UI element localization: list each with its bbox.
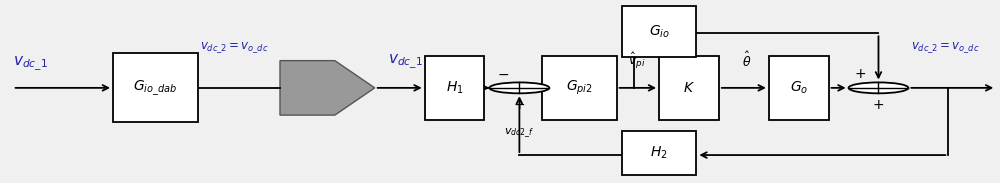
Text: $G_{io}$: $G_{io}$ (649, 23, 670, 40)
Circle shape (849, 82, 908, 93)
Bar (425, 56, 484, 120)
Bar (622, 6, 696, 57)
Text: $K$: $K$ (683, 81, 695, 95)
Bar (542, 56, 617, 120)
Text: $+$: $+$ (872, 98, 885, 112)
Text: $v_{dc2\_f}$: $v_{dc2\_f}$ (504, 127, 535, 140)
Text: $\boldsymbol{v_{dc\_1}}$: $\boldsymbol{v_{dc\_1}}$ (13, 55, 47, 73)
Bar (113, 53, 198, 122)
Text: $v_{dc\_2}=v_{o\_dc}$: $v_{dc\_2}=v_{o\_dc}$ (200, 41, 269, 55)
Text: $G_{io\_dab}$: $G_{io\_dab}$ (133, 78, 177, 98)
Text: $-$: $-$ (497, 67, 510, 81)
Text: $v_{dc\_2}=v_{o\_dc}$: $v_{dc\_2}=v_{o\_dc}$ (911, 41, 980, 55)
Circle shape (489, 82, 549, 93)
FancyArrow shape (280, 61, 375, 115)
Text: $\hat{v}_{pi}$: $\hat{v}_{pi}$ (628, 51, 646, 71)
Text: $\hat{\theta}$: $\hat{\theta}$ (742, 51, 752, 70)
Text: $+$: $+$ (854, 67, 867, 81)
Bar (659, 56, 719, 120)
Text: $G_{pi2}$: $G_{pi2}$ (566, 79, 593, 97)
Text: $G_o$: $G_o$ (790, 80, 808, 96)
Text: $H_2$: $H_2$ (650, 145, 668, 161)
Bar (622, 131, 696, 175)
Text: $H_1$: $H_1$ (446, 80, 463, 96)
Bar (769, 56, 829, 120)
Text: $+$: $+$ (513, 98, 525, 112)
Text: $\boldsymbol{v_{dc\_1}}$: $\boldsymbol{v_{dc\_1}}$ (388, 53, 422, 71)
